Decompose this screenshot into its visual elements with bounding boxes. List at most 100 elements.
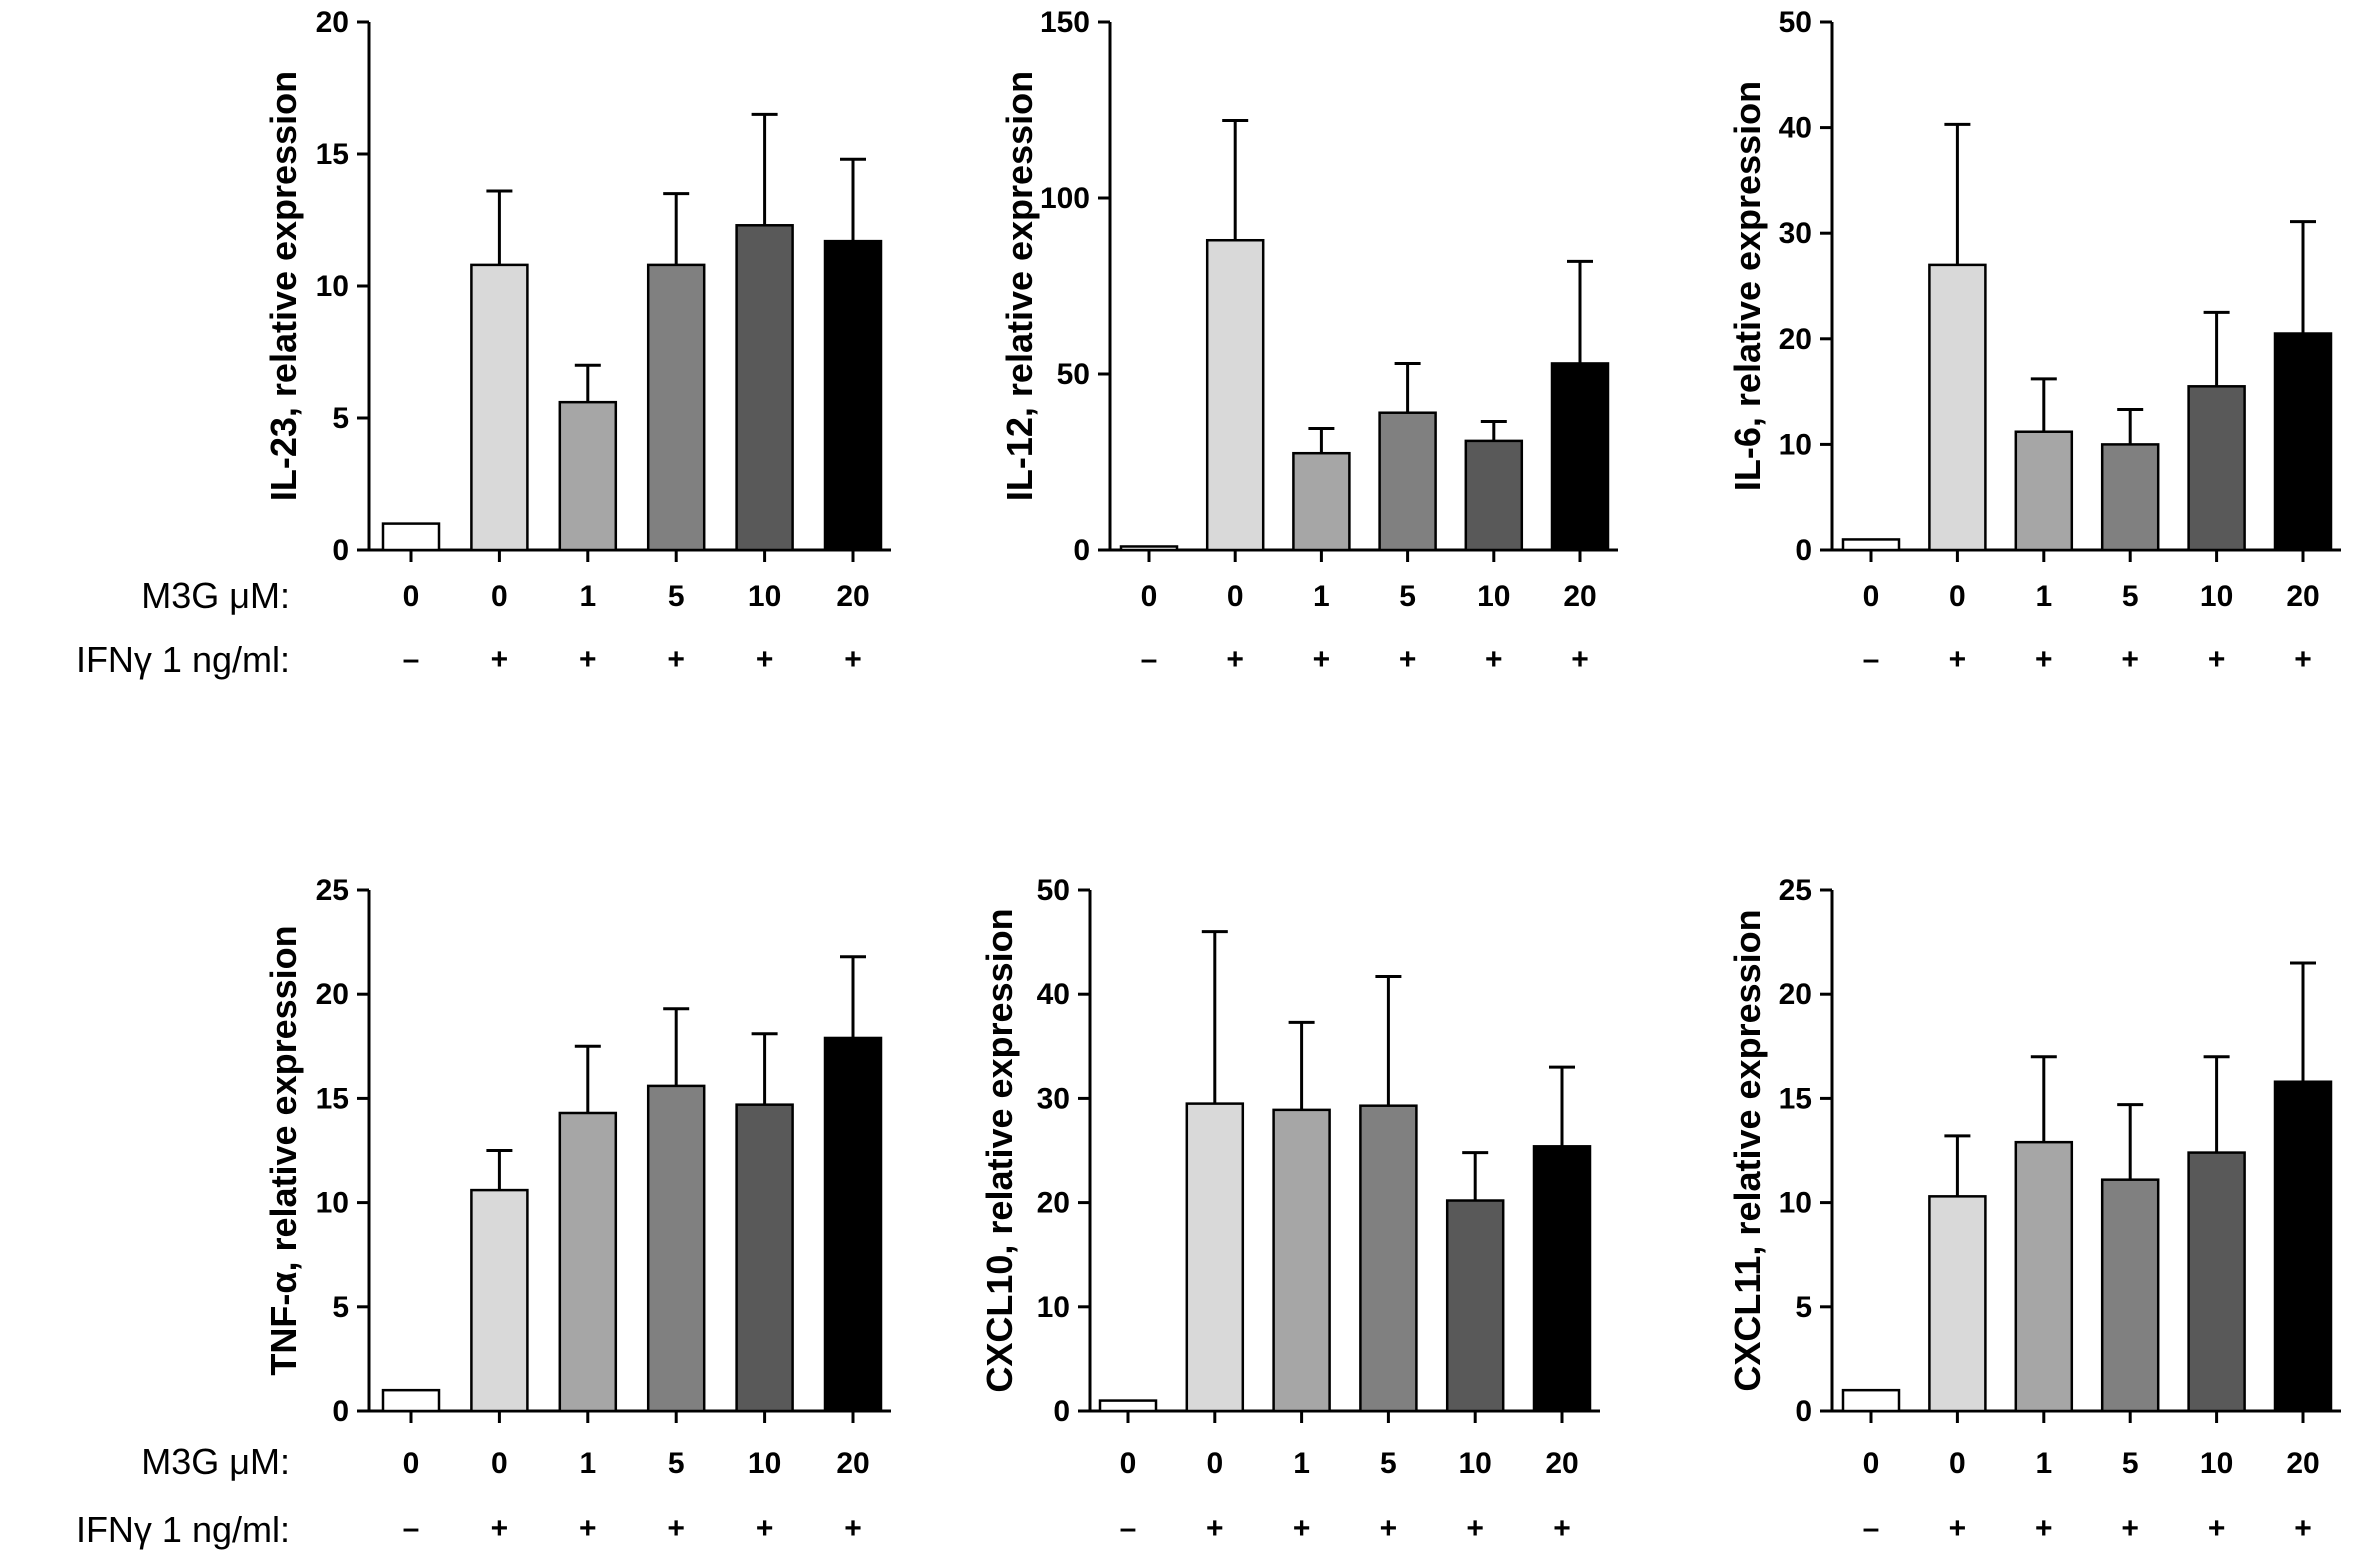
m3g-dose-label: 20 <box>836 580 869 613</box>
bar <box>1841 538 1901 552</box>
y-tick-label: 0 <box>332 534 349 567</box>
m3g-dose-label: 1 <box>1313 580 1330 613</box>
y-tick-label: 150 <box>1040 6 1090 39</box>
ifn-sign-label: – <box>1120 1512 1137 1545</box>
bar <box>470 1188 529 1413</box>
m3g-dose-label: 1 <box>1293 1447 1310 1480</box>
m3g-dose-label: 1 <box>2035 1447 2052 1480</box>
y-tick-label: 10 <box>1037 1291 1070 1324</box>
m3g-dose-label: 0 <box>1949 1447 1966 1480</box>
y-axis-title: IL-12, relative expression <box>999 71 1040 501</box>
m3g-dose-label: 0 <box>491 580 508 613</box>
ifn-sign-label: + <box>667 643 685 676</box>
y-tick-label: 0 <box>1795 534 1812 567</box>
y-tick-label: 0 <box>332 1395 349 1428</box>
bar <box>2014 1140 2074 1413</box>
m3g-dose-label: 20 <box>1563 580 1596 613</box>
y-tick-label: 30 <box>1779 217 1812 250</box>
bar <box>2187 1151 2246 1413</box>
bar <box>1292 451 1351 552</box>
ifn-sign-label: + <box>1380 1512 1398 1545</box>
bar <box>1098 1399 1158 1413</box>
ifn-sign-label: + <box>756 643 774 676</box>
ifn-sign-label: + <box>579 643 597 676</box>
bar <box>2273 332 2333 552</box>
m3g-dose-label: 1 <box>579 580 596 613</box>
bar <box>823 1036 883 1413</box>
m3g-dose-label: 0 <box>1863 580 1880 613</box>
ifn-sign-label: + <box>491 643 509 676</box>
bar <box>1445 1199 1505 1413</box>
y-tick-label: 50 <box>1057 358 1090 391</box>
bar <box>1928 1195 1987 1413</box>
m3g-dose-label: 20 <box>2286 1447 2319 1480</box>
ifn-sign-label: + <box>1571 643 1589 676</box>
y-tick-label: 10 <box>1779 428 1812 461</box>
y-tick-label: 50 <box>1037 874 1070 907</box>
m3g-dose-label: 20 <box>836 1447 869 1480</box>
ifn-sign-label: – <box>1863 1512 1880 1545</box>
m3g-dose-label: 5 <box>2122 580 2139 613</box>
y-tick-label: 10 <box>316 1187 349 1220</box>
y-tick-label: 0 <box>1053 1395 1070 1428</box>
ifn-sign-label: + <box>491 1512 509 1545</box>
ifn-sign-label: + <box>1399 643 1417 676</box>
ifn-sign-label: + <box>1949 643 1967 676</box>
bar <box>1185 1102 1245 1413</box>
ifn-sign-label: + <box>1949 1512 1967 1545</box>
y-tick-label: 25 <box>1779 874 1812 907</box>
ifn-sign-label: + <box>1206 1512 1224 1545</box>
m3g-dose-label: 10 <box>748 580 781 613</box>
y-tick-label: 15 <box>1779 1082 1812 1115</box>
bar <box>2187 385 2246 552</box>
m3g-dose-label: 1 <box>2035 580 2052 613</box>
bar <box>1359 1104 1418 1413</box>
ifn-sign-label: + <box>756 1512 774 1545</box>
y-axis-title: IL-23, relative expression <box>263 71 304 501</box>
bar <box>1119 545 1179 552</box>
m3g-dose-label: 0 <box>1141 580 1158 613</box>
bar <box>646 1084 706 1413</box>
y-tick-label: 40 <box>1037 978 1070 1011</box>
m3g-dose-label: 0 <box>403 1447 420 1480</box>
y-tick-label: 0 <box>1795 1395 1812 1428</box>
ifn-sign-label: – <box>403 1512 420 1545</box>
ifn-sign-label: + <box>2035 1512 2053 1545</box>
ifn-sign-label: + <box>1226 643 1244 676</box>
y-tick-label: 15 <box>316 138 349 171</box>
ifn-sign-label: – <box>1141 643 1158 676</box>
m3g-dose-label: 5 <box>668 580 685 613</box>
m3g-dose-label: 20 <box>1545 1447 1578 1480</box>
y-tick-label: 10 <box>1779 1187 1812 1220</box>
ifn-sign-label: + <box>2208 1512 2226 1545</box>
m3g-dose-label: 5 <box>1380 1447 1397 1480</box>
m3g-dose-label: 0 <box>1206 1447 1223 1480</box>
ifn-sign-label: + <box>1485 643 1503 676</box>
m3g-row-label-bottom: M3G μM: <box>141 1441 290 1482</box>
ifn-sign-label: – <box>403 643 420 676</box>
m3g-dose-label: 5 <box>668 1447 685 1480</box>
bar <box>381 522 441 552</box>
bar <box>735 224 794 552</box>
bar <box>558 400 618 552</box>
chart-panel-6: 0 5 10 15 20 25 CXCL11, relative expression 0 – 0… <box>1727 874 2341 1545</box>
bar <box>1550 362 1610 552</box>
bar <box>1378 411 1437 552</box>
ifn-sign-label: + <box>1293 1512 1311 1545</box>
y-tick-label: 5 <box>332 402 349 435</box>
ifn-sign-label: + <box>667 1512 685 1545</box>
ifn-sign-label: + <box>1466 1512 1484 1545</box>
y-tick-label: 20 <box>1779 978 1812 1011</box>
y-tick-label: 20 <box>316 978 349 1011</box>
m3g-dose-label: 0 <box>1863 1447 1880 1480</box>
y-tick-label: 0 <box>1073 534 1090 567</box>
m3g-dose-label: 5 <box>2122 1447 2139 1480</box>
y-axis-title: CXCL11, relative expression <box>1727 909 1768 1391</box>
y-tick-label: 5 <box>332 1291 349 1324</box>
y-axis-title: IL-6, relative expression <box>1727 81 1768 491</box>
